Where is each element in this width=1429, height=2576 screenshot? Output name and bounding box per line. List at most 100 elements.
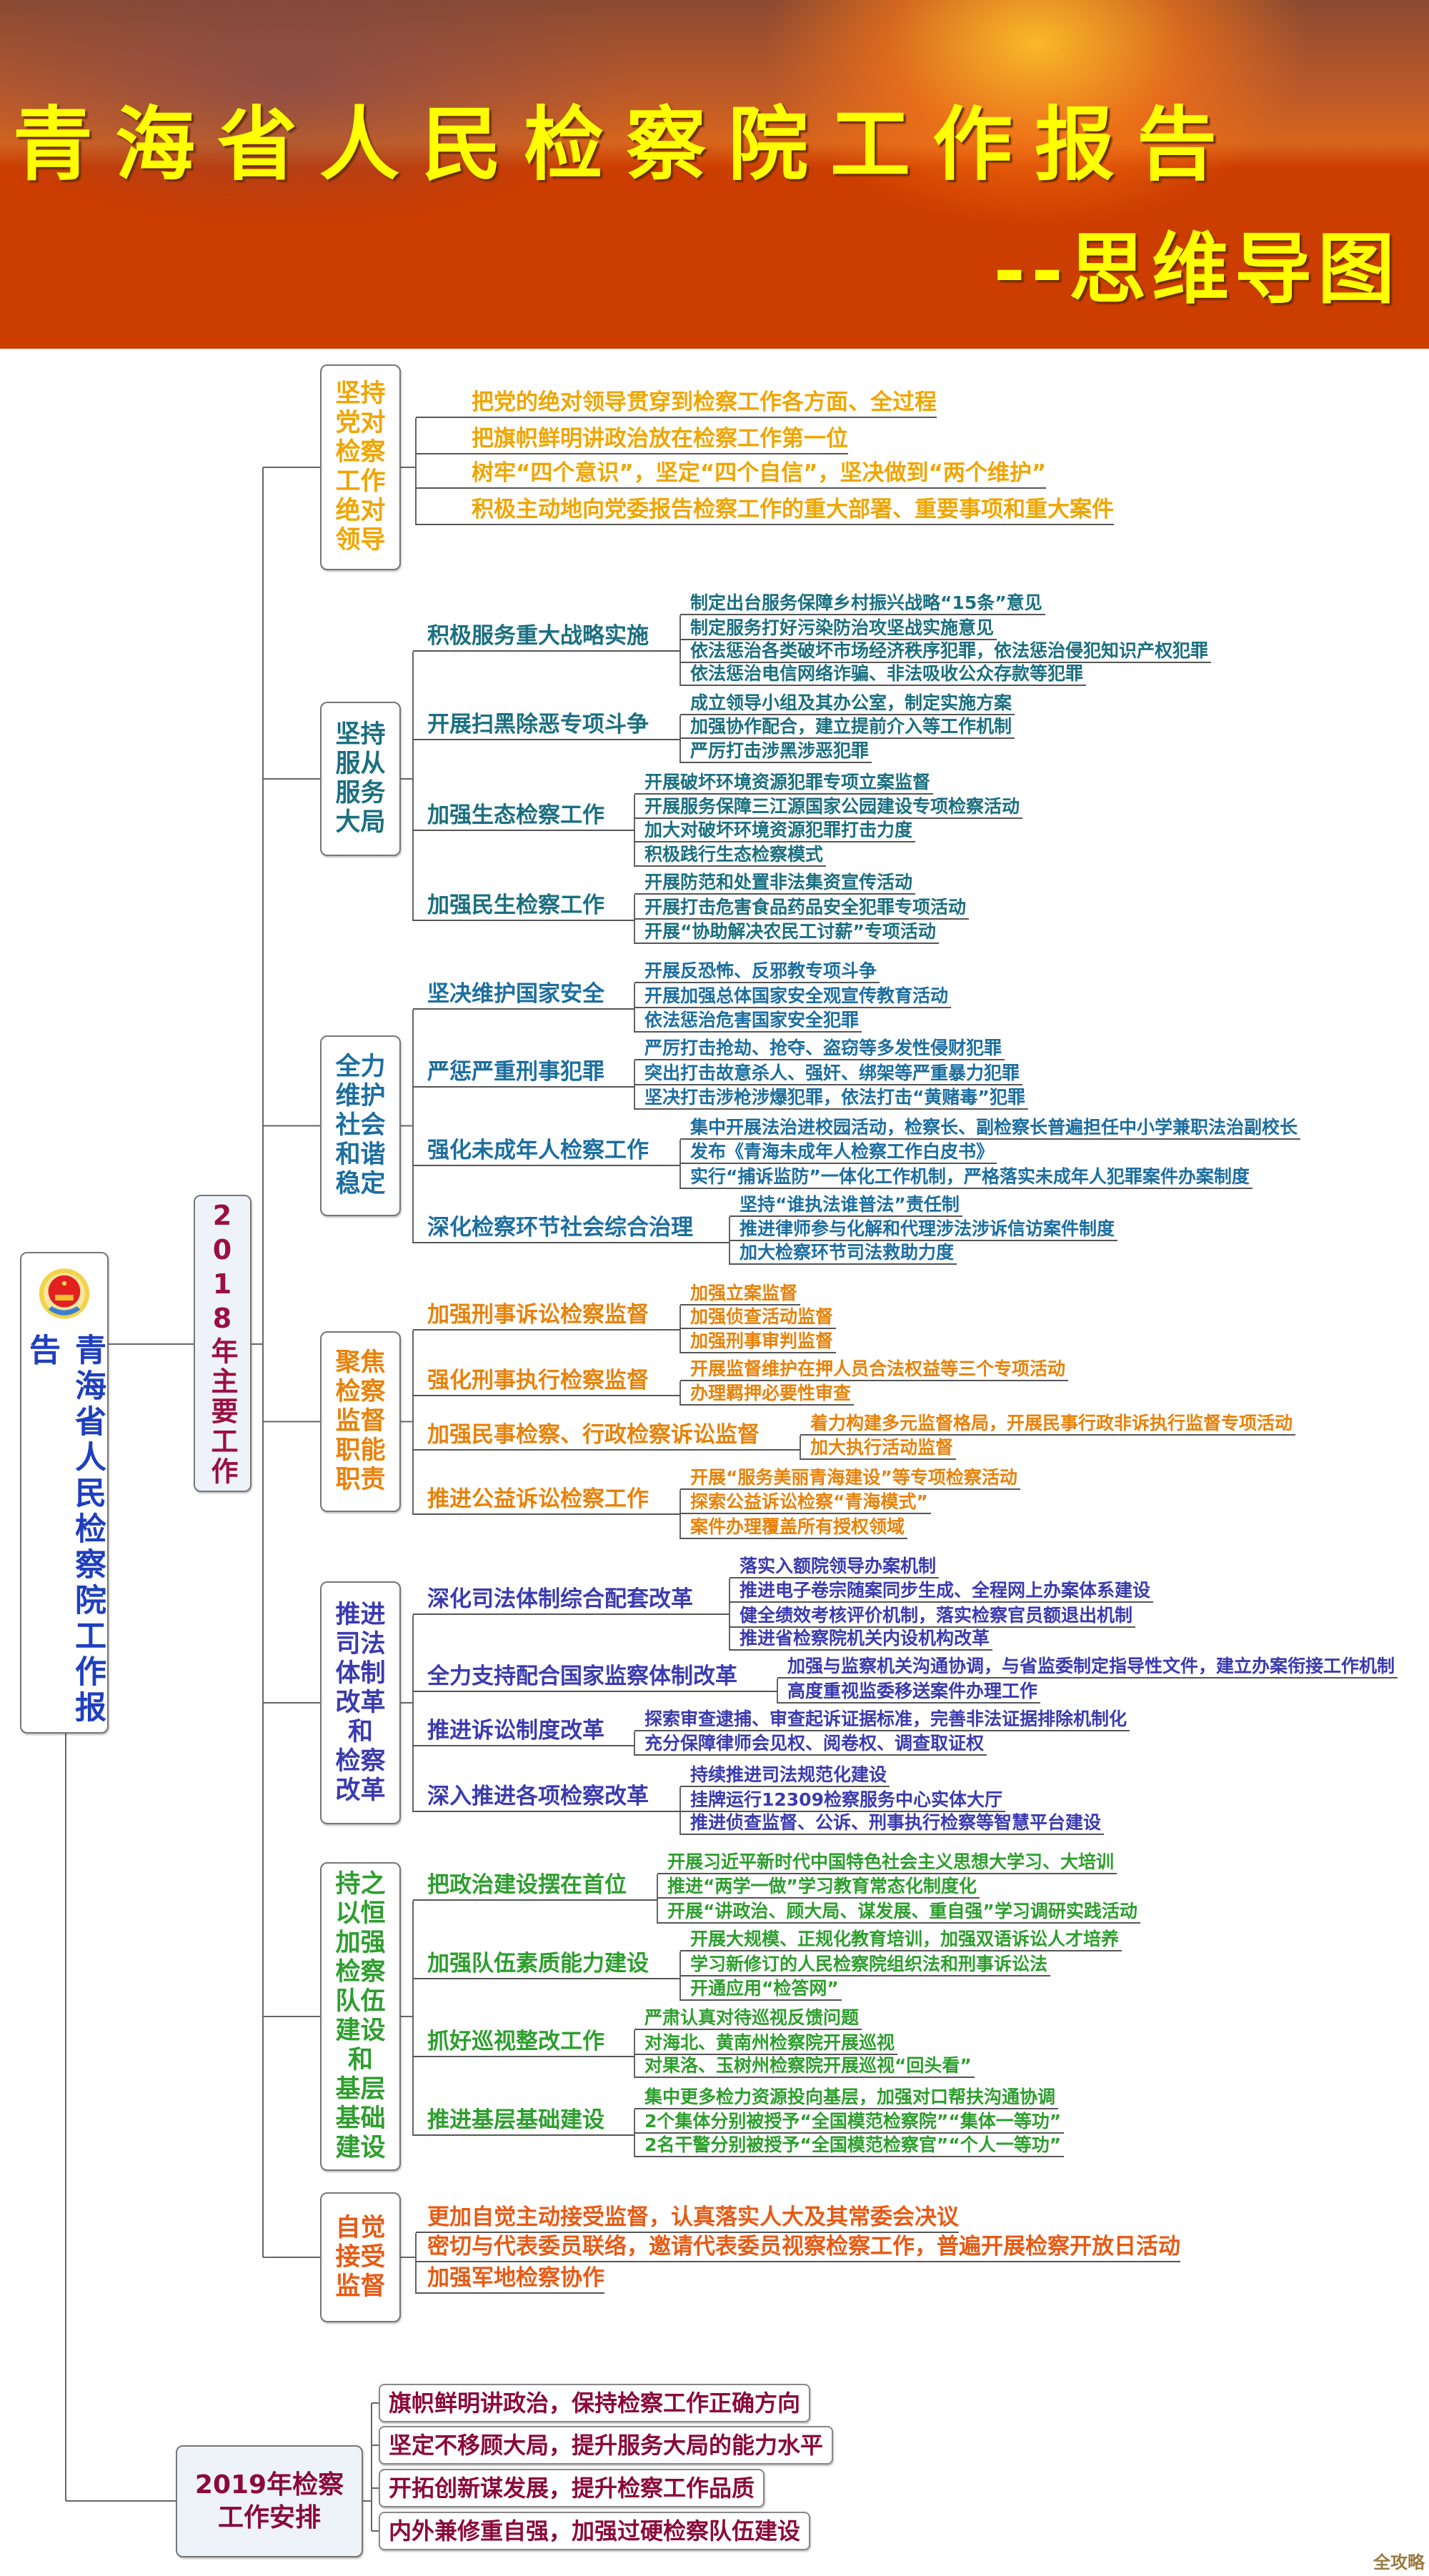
branch-label[interactable]: 抓好巡视整改工作 (413, 2026, 634, 2057)
leaf-item[interactable]: 加大对破坏环境资源犯罪打击力度 (634, 818, 916, 842)
leaf-item[interactable]: 积极践行生态检察模式 (634, 842, 827, 867)
leaf-item[interactable]: 开展“讲政治、顾大局、谋发展、重自强”学习调研实践活动 (657, 1899, 1140, 1924)
leaf-item[interactable]: 推进电子卷宗随案同步生成、全程网上办案体系建设 (730, 1578, 1154, 1603)
section-item[interactable]: 树牢“四个意识”，坚定“四个自信”，坚决做到“两个维护” (416, 457, 1047, 489)
leaf-item[interactable]: 持续推进司法规范化建设 (680, 1763, 890, 1787)
section-node[interactable]: 坚持 党对 检察 工作 绝对 领导 (320, 364, 401, 570)
leaf-item[interactable]: 突出打击故意杀人、强奸、绑架等严重暴力犯罪 (634, 1061, 1023, 1085)
leaf-item[interactable]: 充分保障律师会见权、阅卷权、调查取证权 (634, 1731, 987, 1756)
leaf-item[interactable]: 对海北、黄南州检察院开展巡视 (634, 2031, 898, 2055)
leaf-item[interactable]: 发布《青海未成年人检察工作白皮书》 (680, 1140, 997, 1164)
leaf-item[interactable]: 加强侦查活动监督 (680, 1305, 837, 1329)
leaf-item[interactable]: 开展大规模、正规化教育培训，加强双语诉讼人才培养 (680, 1927, 1122, 1951)
branch-label[interactable]: 加强民生检察工作 (413, 890, 634, 921)
leaf-item[interactable]: 依法惩治电信网络诈骗、非法吸收公众存款等犯罪 (680, 662, 1087, 686)
leaf-item[interactable]: 2个集体分别被授予“全国模范检察院”“集体一等功” (634, 2109, 1065, 2134)
section-item[interactable]: 积极主动地向党委报告检察工作的重大部署、重要事项和重大案件 (416, 494, 1114, 525)
leaf-item[interactable]: 严厉打击抢劫、抢夺、盗窃等多发性侵财犯罪 (634, 1036, 1005, 1060)
leaf-item[interactable]: 依法惩治危害国家安全犯罪 (634, 1008, 862, 1033)
leaf-item[interactable]: 集中更多检力资源投向基层，加强对口帮扶沟通协调 (634, 2085, 1059, 2109)
branch-label[interactable]: 严惩严重刑事犯罪 (413, 1056, 634, 1088)
branch-label[interactable]: 积极服务重大战略实施 (413, 620, 680, 652)
leaf-item[interactable]: 案件办理覆盖所有授权领域 (680, 1515, 908, 1539)
leaf-item[interactable]: 加强协作配合，建立提前介入等工作机制 (680, 715, 1015, 739)
section-node[interactable]: 持之 以恒 加强 检察 队伍 建设和基层 基础 建设 (320, 1862, 401, 2171)
leaf-item[interactable]: 着力构建多元监督格局，开展民事行政非诉执行监督专项活动 (800, 1411, 1296, 1436)
branch-label[interactable]: 加强民事检察、行政检察诉讼监督 (413, 1419, 800, 1451)
leaf-item[interactable]: 开展加强总体国家安全观宣传教育活动 (634, 984, 952, 1008)
branch-label[interactable]: 深入推进各项检察改革 (413, 1781, 680, 1812)
section-item[interactable]: 把旗帜鲜明讲政治放在检察工作第一位 (416, 423, 848, 454)
leaf-item[interactable]: 开展反恐怖、反邪教专项斗争 (634, 959, 880, 983)
root-node[interactable]: 青海省人民检察院工作报告 (20, 1252, 109, 1734)
leaf-item[interactable]: 开展防范和处置非法集资宣传活动 (634, 870, 916, 895)
branch-label[interactable]: 推进公益诉讼检察工作 (413, 1483, 680, 1515)
branch-label[interactable]: 强化未成年人检察工作 (413, 1135, 680, 1166)
plan-2019-item[interactable]: 开拓创新谋发展，提升检察工作品质 (379, 2469, 765, 2507)
plan-2019-item[interactable]: 旗帜鲜明讲政治，保持检察工作正确方向 (379, 2384, 811, 2422)
branch-label[interactable]: 加强队伍素质能力建设 (413, 1948, 680, 1979)
leaf-item[interactable]: 开展服务保障三江源国家公园建设专项检察活动 (634, 795, 1023, 819)
leaf-item[interactable]: 成立领导小组及其办公室，制定实施方案 (680, 691, 1015, 715)
section-item[interactable]: 更加自觉主动接受监督，认真落实人大及其常委会决议 (416, 2202, 959, 2233)
branch-label[interactable]: 开展扫黑除恶专项斗争 (413, 709, 680, 740)
leaf-item[interactable]: 加大执行活动监督 (800, 1436, 957, 1460)
leaf-item[interactable]: 加强刑事审判监督 (680, 1329, 837, 1353)
leaf-item[interactable]: 制定服务打好污染防治攻坚战实施意见 (680, 616, 997, 640)
leaf-item[interactable]: 加大检察环节司法救助力度 (730, 1240, 957, 1265)
branch-label[interactable]: 加强刑事诉讼检察监督 (413, 1299, 680, 1331)
section-node[interactable]: 推进 司法 体制 改革和检察 改革 (320, 1581, 401, 1824)
leaf-item[interactable]: 坚持“谁执法谁普法”责任制 (730, 1193, 962, 1217)
branch-label[interactable]: 加强生态检察工作 (413, 800, 634, 831)
node-2018-main-work[interactable]: 2018年主要工作 (194, 1195, 252, 1492)
leaf-item[interactable]: 实行“捕诉监防”一体化工作机制，严格落实未成年人犯罪案件办案制度 (680, 1165, 1253, 1189)
leaf-item[interactable]: 严厉打击涉黑涉恶犯罪 (680, 739, 872, 763)
leaf-item[interactable]: 加强立案监督 (680, 1281, 801, 1306)
branch-label[interactable]: 全力支持配合国家监察体制改革 (413, 1661, 777, 1692)
leaf-item[interactable]: 探索审查逮捕、审查起诉证据标准，完善非法证据排除机制化 (634, 1707, 1130, 1731)
leaf-item[interactable]: 学习新修订的人民检察院组织法和刑事诉讼法 (680, 1952, 1051, 1976)
branch-label[interactable]: 深化司法体制综合配套改革 (413, 1583, 730, 1615)
leaf-item[interactable]: 加强与监察机关沟通协调，与省监委制定指导性文件，建立办案衔接工作机制 (777, 1654, 1398, 1679)
leaf-item[interactable]: 挂牌运行12309检察服务中心实体大厅 (680, 1788, 1005, 1812)
section-node[interactable]: 聚焦 检察 监督 职能 职责 (320, 1331, 401, 1512)
leaf-item[interactable]: 开展破坏环境资源犯罪专项立案监督 (634, 770, 934, 795)
leaf-item[interactable]: 开通应用“检答网” (680, 1976, 842, 2001)
branch-label[interactable]: 强化刑事执行检察监督 (413, 1365, 680, 1396)
leaf-item[interactable]: 2名干警分别被授予“全国模范检察官”“个人一等功” (634, 2133, 1065, 2157)
section-node[interactable]: 坚持 服从 服务 大局 (320, 702, 401, 856)
section-item[interactable]: 密切与代表委员联络，邀请代表委员视察检察工作，普遍开展检察开放日活动 (416, 2231, 1180, 2262)
leaf-item[interactable]: 集中开展法治进校园活动，检察长、副检察长普遍担任中小学兼职法治副校长 (680, 1115, 1301, 1140)
leaf-item[interactable]: 开展“服务美丽青海建设”等专项检察活动 (680, 1466, 1020, 1490)
leaf-item[interactable]: 开展“协助解决农民工讨薪”专项活动 (634, 920, 939, 944)
leaf-item[interactable]: 高度重视监委移送案件办理工作 (777, 1679, 1041, 1704)
plan-2019-item[interactable]: 内外兼修重自强，加强过硬检察队伍建设 (379, 2512, 811, 2550)
leaf-item[interactable]: 开展监督维护在押人员合法权益等三个专项活动 (680, 1357, 1069, 1381)
node-2019-plan[interactable]: 2019年检察 工作安排 (176, 2445, 363, 2557)
leaf-item[interactable]: 健全绩效考核评价机制，落实检察官员额退出机制 (730, 1603, 1136, 1628)
leaf-item[interactable]: 推进“两学一做”学习教育常态化制度化 (657, 1874, 980, 1899)
leaf-item[interactable]: 坚决打击涉枪涉爆犯罪，依法打击“黄赌毒”犯罪 (634, 1085, 1028, 1110)
branch-label[interactable]: 推进诉讼制度改革 (413, 1715, 634, 1746)
leaf-item[interactable]: 制定出台服务保障乡村振兴战略“15条”意见 (680, 591, 1045, 615)
leaf-item[interactable]: 推进律师参与化解和代理涉法涉诉信访案件制度 (730, 1217, 1118, 1241)
section-item[interactable]: 加强军地检察协作 (416, 2262, 604, 2294)
branch-label[interactable]: 坚决维护国家安全 (413, 978, 634, 1010)
section-item[interactable]: 把党的绝对领导贯穿到检察工作各方面、全过程 (416, 387, 937, 418)
leaf-item[interactable]: 开展打击危害食品药品安全犯罪专项活动 (634, 895, 970, 920)
branch-label[interactable]: 把政治建设摆在首位 (413, 1869, 657, 1901)
leaf-item[interactable]: 办理羁押必要性审查 (680, 1381, 855, 1406)
section-node[interactable]: 自觉 接受 监督 (320, 2192, 401, 2322)
leaf-item[interactable]: 推进侦查监督、公诉、刑事执行检察等智慧平台建设 (680, 1811, 1105, 1835)
leaf-item[interactable]: 探索公益诉讼检察“青海模式” (680, 1490, 931, 1514)
leaf-item[interactable]: 推进省检察院机关内设机构改革 (730, 1626, 993, 1651)
leaf-item[interactable]: 依法惩治各类破坏市场经济秩序犯罪，依法惩治侵犯知识产权犯罪 (680, 639, 1212, 663)
leaf-item[interactable]: 对果洛、玉树州检察院开展巡视“回头看” (634, 2054, 975, 2078)
section-node[interactable]: 全力 维护 社会 和谐 稳定 (320, 1035, 401, 1216)
leaf-item[interactable]: 严肃认真对待巡视反馈问题 (634, 2006, 862, 2030)
leaf-item[interactable]: 落实入额院领导办案机制 (730, 1554, 940, 1578)
branch-label[interactable]: 深化检察环节社会综合治理 (413, 1212, 730, 1243)
leaf-item[interactable]: 开展习近平新时代中国特色社会主义思想大学习、大培训 (657, 1850, 1117, 1874)
plan-2019-item[interactable]: 坚定不移顾大局，提升服务大局的能力水平 (379, 2426, 834, 2465)
branch-label[interactable]: 推进基层基础建设 (413, 2104, 634, 2136)
